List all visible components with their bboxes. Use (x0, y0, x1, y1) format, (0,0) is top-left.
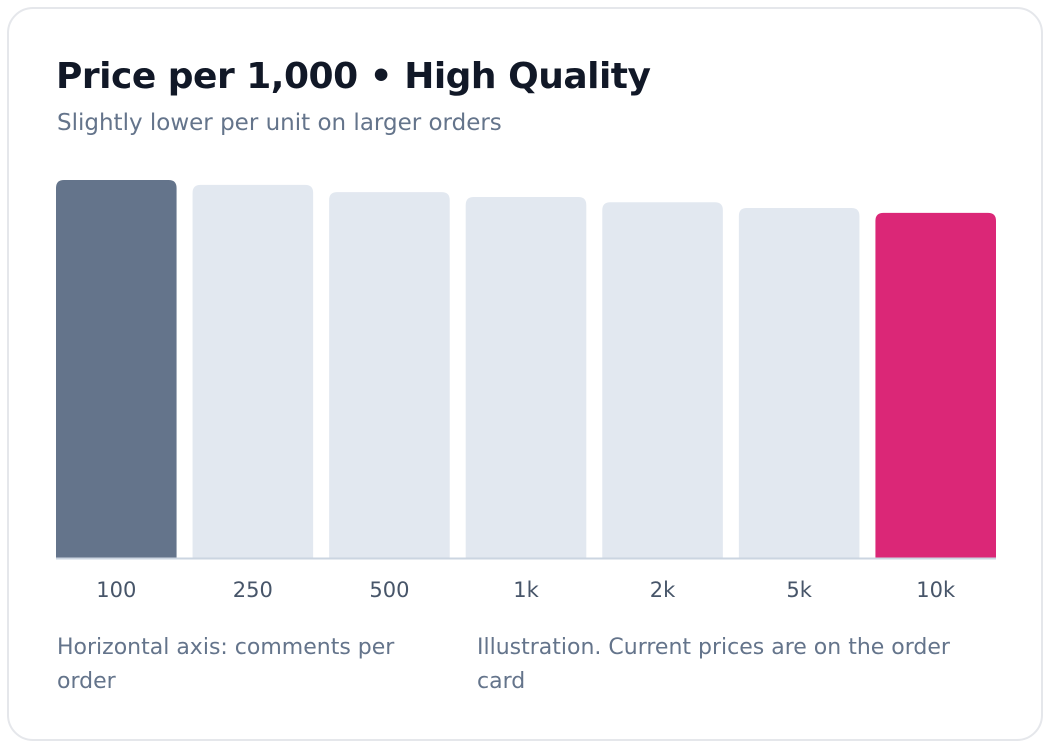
bar-1k (465, 197, 587, 558)
bar-10k (875, 212, 996, 559)
bar-2k (602, 202, 723, 558)
axis-note: Horizontal axis: comments per order (57, 635, 395, 694)
bar-5k (738, 207, 860, 559)
x-tick-label: 10k (916, 578, 956, 602)
chart-subtitle: Slightly lower per unit on larger orders (57, 110, 502, 136)
bar-250 (192, 184, 314, 558)
x-tick-label: 2k (650, 578, 676, 602)
x-tick-label: 1k (513, 578, 539, 602)
bar-100 (56, 180, 177, 558)
x-tick-label: 100 (96, 578, 136, 602)
chart-title: Price per 1,000 • High Quality (56, 56, 651, 97)
x-tick-label: 500 (369, 578, 409, 602)
disclaimer-note: Illustration. Current prices are on the … (477, 635, 950, 694)
bar-500 (329, 192, 450, 558)
x-tick-label: 250 (233, 578, 273, 602)
x-tick-label: 5k (786, 578, 812, 602)
